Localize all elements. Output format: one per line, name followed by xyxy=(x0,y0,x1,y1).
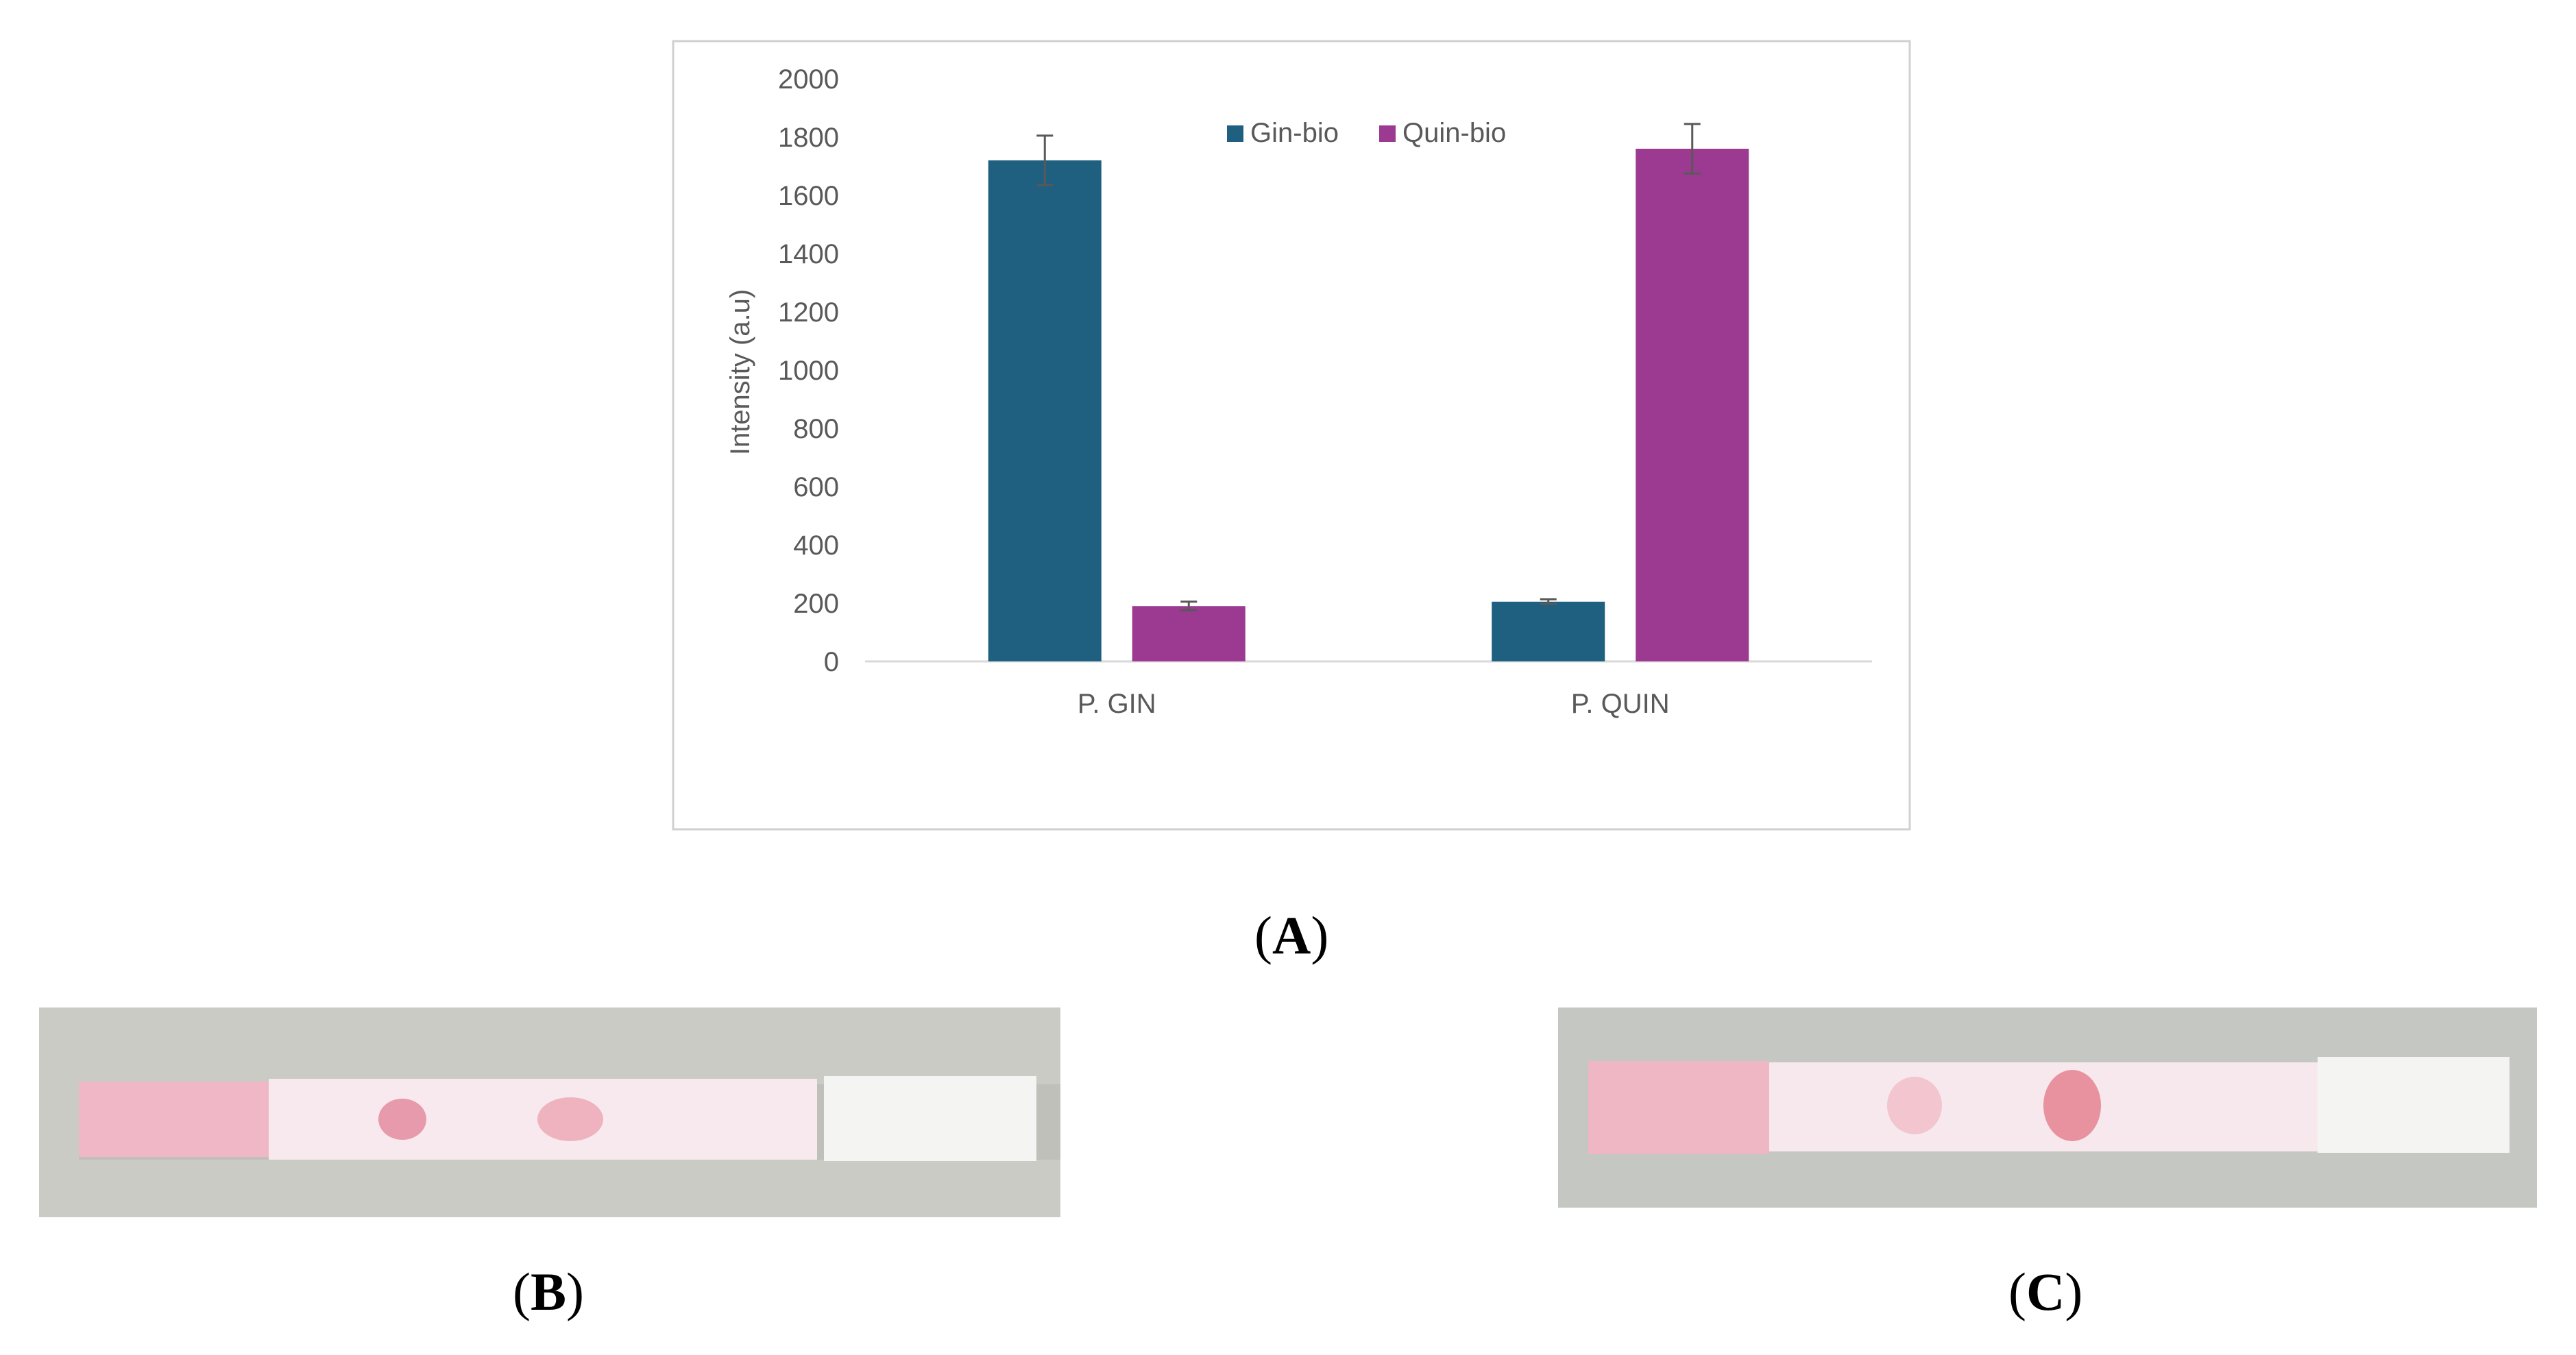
legend-swatch xyxy=(1227,125,1243,142)
y-tick-label: 600 xyxy=(793,472,839,502)
y-tick-label: 1400 xyxy=(778,239,839,269)
sample-pad xyxy=(79,1082,269,1157)
bar-quin-bio-1 xyxy=(1636,149,1749,661)
bar-gin-bio-0 xyxy=(988,160,1102,661)
x-axis-categories: P. GIN P. QUIN xyxy=(1078,689,1670,719)
test-line xyxy=(1887,1077,1942,1134)
legend-swatch xyxy=(1379,125,1396,142)
panel-label-a: (A) xyxy=(1254,905,1329,965)
y-axis-ticks: 0 200 400 600 800 1000 1200 1400 1600 1800 2000 xyxy=(778,64,839,677)
y-axis-label: Intensity (a.u) xyxy=(725,289,755,455)
legend-label: Quin-bio xyxy=(1402,118,1506,148)
y-tick-label: 400 xyxy=(793,530,839,561)
bar-gin-bio-1 xyxy=(1492,601,1605,661)
absorbent-pad xyxy=(2318,1057,2510,1153)
error-bars xyxy=(1036,123,1701,612)
y-tick-label: 200 xyxy=(793,589,839,619)
y-tick-label: 2000 xyxy=(778,64,839,95)
legend-label: Gin-bio xyxy=(1250,118,1339,148)
legend: Gin-bio Quin-bio xyxy=(1227,118,1506,148)
sample-pad xyxy=(1588,1061,1769,1154)
y-tick-label: 1200 xyxy=(778,297,839,328)
x-category-label: P. QUIN xyxy=(1571,689,1670,719)
y-tick-label: 1000 xyxy=(778,356,839,386)
panel-label-c: (C) xyxy=(2008,1262,2083,1321)
y-tick-label: 800 xyxy=(793,414,839,444)
bar-quin-bio-0 xyxy=(1132,606,1246,661)
test-strip-photo-b xyxy=(39,1008,1060,1217)
membrane xyxy=(1769,1062,2318,1151)
y-tick-label: 1600 xyxy=(778,181,839,211)
control-line xyxy=(537,1097,603,1141)
y-tick-label: 0 xyxy=(824,647,839,677)
x-category-label: P. GIN xyxy=(1078,689,1156,719)
y-tick-label: 1800 xyxy=(778,123,839,153)
test-line xyxy=(378,1099,426,1140)
absorbent-pad xyxy=(824,1076,1036,1161)
bars xyxy=(988,149,1749,661)
test-strip-photo-c xyxy=(1558,1008,2537,1208)
panel-label-b: (B) xyxy=(513,1262,584,1321)
control-line xyxy=(2043,1070,2101,1141)
